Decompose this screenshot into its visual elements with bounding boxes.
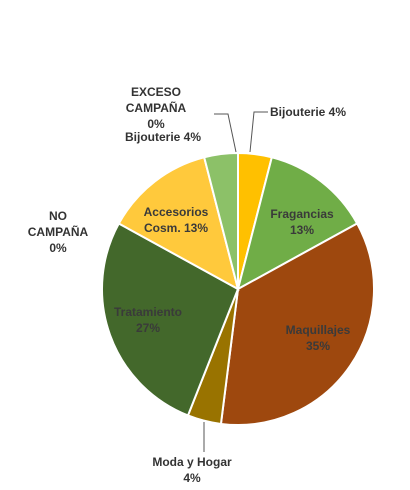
data-label-no-campana-5: NO CAMPAÑA 0% [28,209,89,255]
data-label-line: CAMPAÑA [28,224,89,239]
data-label-line: Bijouterie 4% [270,105,346,119]
data-label-line: 35% [306,339,330,353]
data-label-line: NO [49,209,67,223]
data-label-moda-y-hogar-3: Moda y Hogar 4% [152,455,232,485]
data-label-line: Cosm. 13% [144,221,208,235]
pie-slice-tratamiento-4 [101,222,240,417]
data-label-line: EXCESO [131,85,181,99]
data-label-line: 0% [147,117,165,131]
data-label-line: Fragancias [270,207,334,221]
data-label-accesorios-cosm-6: Accesorios Cosm. 13% [144,205,209,235]
data-label-line: 4% [183,471,201,485]
pie-slice-maquillajes-2 [219,222,376,426]
data-label-bijouterie-7: Bijouterie 4% [125,130,201,144]
data-label-bijouterie-0: Bijouterie 4% [270,105,346,119]
data-label-line: Bijouterie 4% [125,130,201,144]
data-labels: Bijouterie 4% Fragancias 13% Maquillajes 35%… [28,85,351,485]
data-label-exceso-campana-8: EXCESO CAMPAÑA 0% [126,85,187,131]
data-label-line: CAMPAÑA [126,100,187,115]
data-label-fragancias-1: Fragancias 13% [270,207,334,237]
data-label-tratamiento-4: Tratamiento 27% [114,305,182,335]
data-label-line: Maquillajes [286,323,351,337]
data-label-line: Accesorios [144,205,209,219]
pie-slice-bijouterie-7 [202,151,239,290]
pie-slices [101,151,376,426]
data-label-line: Tratamiento [114,305,182,319]
data-label-line: Moda y Hogar [152,455,232,469]
leader-line-bijouterie-0 [249,111,268,153]
pie-slice-accesorios-cosm-6 [117,156,240,291]
leader-line-exceso-campana-8 [214,113,237,153]
leader-lines [203,111,268,452]
data-label-line: 27% [136,321,160,335]
pie-slice-fragancias-1 [236,156,359,291]
data-label-maquillajes-2: Maquillajes 35% [286,323,351,353]
data-label-line: 13% [290,223,314,237]
data-label-line: 0% [49,241,67,255]
